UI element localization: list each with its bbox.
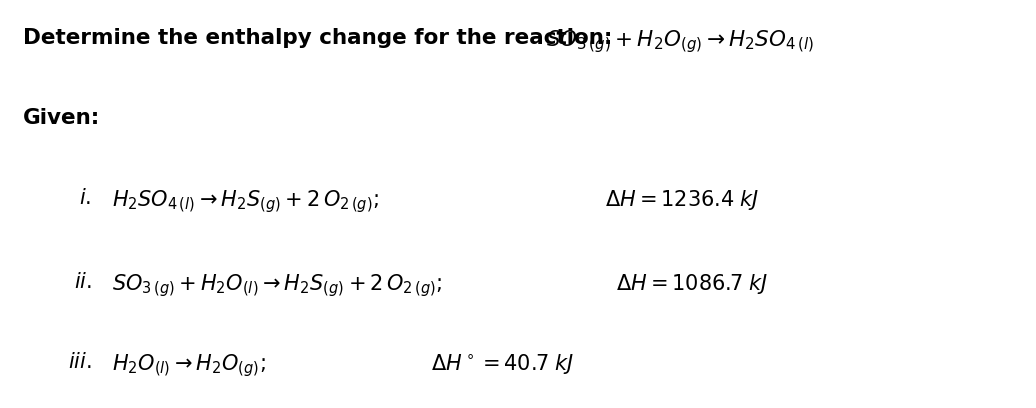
Text: $H_2O_{(l)} \rightarrow H_2O_{(g)};$: $H_2O_{(l)} \rightarrow H_2O_{(g)};$: [112, 352, 265, 379]
Text: $\Delta H = 1236.4\;kJ$: $\Delta H = 1236.4\;kJ$: [605, 188, 759, 212]
Text: $H_2SO_{4\,(l)} \rightarrow H_2S_{(g)} + 2\,O_{2\,(g)};$: $H_2SO_{4\,(l)} \rightarrow H_2S_{(g)} +…: [112, 188, 379, 215]
Text: Determine the enthalpy change for the reaction:: Determine the enthalpy change for the re…: [23, 28, 620, 48]
Text: $i.$: $i.$: [80, 188, 91, 208]
Text: $SO_{3\,(g)} + H_2O_{(g)} \rightarrow H_2SO_{4\,(l)}$: $SO_{3\,(g)} + H_2O_{(g)} \rightarrow H_…: [546, 28, 813, 55]
Text: $\Delta H = 1086.7\;kJ$: $\Delta H = 1086.7\;kJ$: [615, 272, 768, 296]
Text: $SO_{3\,(g)} + H_2O_{(l)} \rightarrow H_2S_{(g)} + 2\,O_{2\,(g)};$: $SO_{3\,(g)} + H_2O_{(l)} \rightarrow H_…: [112, 272, 442, 299]
Text: $ii.$: $ii.$: [74, 272, 91, 292]
Text: Given:: Given:: [23, 108, 99, 128]
Text: $iii.$: $iii.$: [67, 352, 91, 372]
Text: $\Delta H^\circ = 40.7\;kJ$: $\Delta H^\circ = 40.7\;kJ$: [431, 352, 573, 376]
